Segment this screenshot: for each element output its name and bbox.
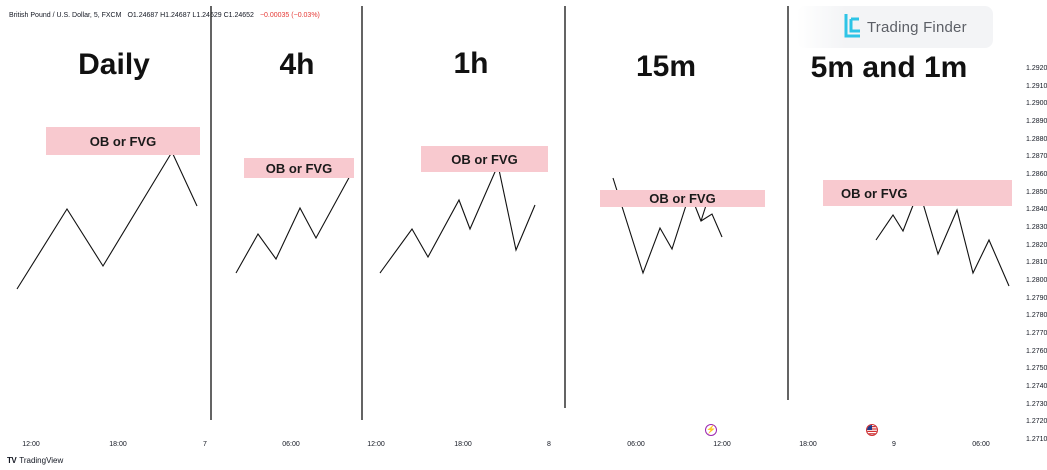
ohlc-values: O1.24687 H1.24687 L1.24629 C1.24652 [127,12,254,19]
price-path-4h [235,173,352,274]
ob-fvg-zone-5m1m[interactable]: OB or FVG [823,180,1012,206]
zone-label: OB or FVG [451,151,518,167]
price-tick: 1.2750 [1026,365,1047,373]
price-tick: 1.2850 [1026,188,1047,196]
price-tick: 1.2760 [1026,347,1047,355]
zone-label: OB or FVG [841,185,908,201]
price-tick: 1.2900 [1026,100,1047,108]
panel-title-1h: 1h [453,47,489,80]
flag-graphic [867,425,877,435]
time-tick: 18:00 [799,441,817,448]
price-path-1h [379,163,536,274]
ob-fvg-zone-1h[interactable]: OB or FVG [421,146,548,172]
time-tick: 8 [547,441,551,448]
price-tick: 1.2740 [1026,382,1047,390]
price-tick: 1.2890 [1026,117,1047,125]
price-tick: 1.2840 [1026,206,1047,214]
ob-fvg-zone-15m[interactable]: OB or FVG [600,190,765,207]
symbol-info-bar: British Pound / U.S. Dollar, 5, FXCM O1.… [9,10,320,22]
price-tick: 1.2780 [1026,312,1047,320]
trading-finder-text: Trading Finder [867,18,967,36]
time-tick: 12:00 [22,441,40,448]
time-tick: 9 [892,441,896,448]
panel-title-15m: 15m [635,50,697,83]
panel-title-5m-and-1m: 5m and 1m [810,51,968,84]
zone-label: OB or FVG [265,160,333,176]
time-tick: 06:00 [972,441,990,448]
tradingview-brand-text: TradingView [19,456,64,465]
time-tick: 06:00 [282,441,300,448]
time-tick: 06:00 [627,441,645,448]
panel-title-daily: Daily [78,48,150,81]
price-tick: 1.2820 [1026,241,1047,249]
price-tick: 1.2710 [1026,435,1047,443]
ob-fvg-zone-daily[interactable]: OB or FVG [46,127,200,155]
price-path-daily [16,150,198,290]
trading-finder-mark-icon [844,14,860,38]
price-tick: 1.2730 [1026,400,1047,408]
price-tick: 1.2790 [1026,294,1047,302]
price-tick: 1.2770 [1026,329,1047,337]
price-tick: 1.2870 [1026,153,1047,161]
price-tick: 1.2810 [1026,259,1047,267]
lightning-icon[interactable]: ⚡ [705,424,717,436]
price-tick: 1.2720 [1026,418,1047,426]
time-tick: 18:00 [454,441,472,448]
zone-label: OB or FVG [89,133,157,149]
zone-label: OB or FVG [649,191,716,206]
price-tick: 1.2830 [1026,223,1047,231]
price-change: −0.00035 (−0.03%) [259,12,320,19]
us-flag-icon[interactable] [866,424,878,436]
symbol-name: British Pound / U.S. Dollar, 5, FXCM [9,12,122,19]
ob-fvg-zone-4h[interactable]: OB or FVG [244,158,354,178]
time-tick: 12:00 [713,441,731,448]
tradingview-logo-icon: TV [7,456,17,465]
price-tick: 1.2800 [1026,276,1047,284]
time-tick: 18:00 [109,441,127,448]
price-tick: 1.2860 [1026,170,1047,178]
price-path-15m [612,177,723,275]
price-tick: 1.2910 [1026,82,1047,90]
price-tick: 1.2920 [1026,65,1047,72]
time-tick: 12:00 [367,441,385,448]
price-path-5m1m [875,188,1010,287]
time-tick: 7 [203,441,207,448]
panel-title-4h: 4h [279,48,315,81]
tradingview-brand[interactable]: TV TradingView [7,456,63,465]
trading-finder-logo: Trading Finder [797,6,993,48]
price-tick: 1.2880 [1026,135,1047,143]
price-axis[interactable]: 1.2920 1.2910 1.2900 1.2890 1.2880 1.2870 1.28… [1016,0,1047,470]
